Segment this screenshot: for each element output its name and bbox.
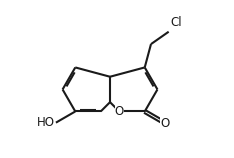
Text: Cl: Cl: [170, 16, 182, 29]
Text: O: O: [160, 117, 170, 130]
Text: HO: HO: [37, 116, 55, 129]
Text: O: O: [115, 105, 124, 118]
